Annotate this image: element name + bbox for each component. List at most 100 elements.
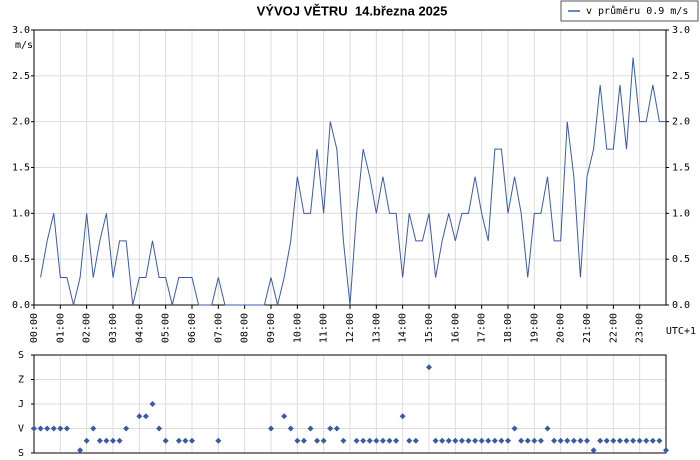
x-tick-label: 03:00	[108, 313, 119, 343]
x-tick-label: 04:00	[134, 313, 145, 343]
data-point	[630, 437, 637, 444]
data-point	[307, 425, 314, 432]
y-tick-label: 0.5	[12, 254, 30, 265]
x-tick-label: 05:00	[161, 313, 172, 343]
y-axis-label: m/s	[15, 40, 33, 51]
y-tick-label: Z	[18, 375, 24, 386]
data-point	[445, 437, 452, 444]
data-point	[110, 437, 116, 444]
y-tick-label: 2.5	[12, 71, 30, 82]
data-point	[116, 437, 123, 444]
data-point	[215, 437, 222, 444]
data-point	[287, 425, 294, 432]
y2-tick-label: 1.0	[672, 208, 690, 219]
data-point	[478, 437, 485, 444]
x-tick-label: 20:00	[556, 313, 567, 343]
data-point	[623, 437, 630, 444]
data-point	[458, 437, 465, 444]
x-tick-label: 22:00	[608, 313, 619, 343]
data-line	[40, 57, 666, 306]
data-point	[63, 425, 70, 432]
data-point	[643, 437, 650, 444]
data-point	[636, 437, 643, 444]
data-point	[485, 437, 492, 444]
data-point	[300, 437, 307, 444]
data-point	[590, 447, 597, 454]
data-point	[603, 437, 610, 444]
y-tick-label: 1.0	[12, 208, 30, 219]
y-tick-label: 3.0	[12, 25, 30, 36]
x-tick-label: 08:00	[240, 313, 251, 343]
x-tick-label: 01:00	[55, 313, 66, 343]
data-point	[156, 425, 163, 432]
data-point	[386, 437, 393, 444]
data-point	[432, 437, 439, 444]
y-tick-label: V	[18, 424, 24, 435]
data-point	[544, 425, 551, 432]
data-point	[412, 437, 419, 444]
data-point	[320, 437, 327, 444]
data-point	[37, 425, 44, 432]
data-point	[333, 425, 340, 432]
x-tick-label: 12:00	[345, 313, 356, 343]
data-point	[189, 437, 195, 444]
data-point	[123, 425, 130, 432]
data-point	[50, 425, 57, 432]
x-tick-label: 14:00	[398, 313, 409, 343]
x-tick-label: 17:00	[477, 313, 488, 343]
y2-tick-label: 2.5	[672, 71, 690, 82]
data-point	[452, 437, 459, 444]
data-point	[584, 437, 590, 444]
y-tick-label: 1.5	[12, 163, 30, 174]
data-point	[44, 425, 51, 432]
data-point	[175, 437, 182, 444]
data-point	[90, 425, 97, 432]
y-tick-label: 2.0	[12, 117, 30, 128]
x-tick-label: 21:00	[582, 313, 593, 343]
x-tick-label: 09:00	[266, 313, 277, 343]
data-point	[103, 437, 110, 444]
data-point	[557, 437, 564, 444]
data-point	[162, 437, 169, 444]
data-point	[426, 364, 432, 371]
data-point	[294, 437, 301, 444]
data-point	[182, 437, 189, 444]
data-point	[649, 437, 656, 444]
data-point	[57, 425, 64, 432]
x-tick-label: 15:00	[424, 313, 435, 343]
data-point	[373, 437, 380, 444]
y-tick-label: J	[18, 399, 24, 410]
data-point	[281, 413, 288, 420]
x-tick-label: 16:00	[450, 313, 461, 343]
data-point	[524, 437, 531, 444]
data-point	[314, 437, 321, 444]
data-point	[531, 437, 538, 444]
x-tick-label: 23:00	[635, 313, 646, 343]
data-point	[77, 447, 84, 454]
data-point	[511, 425, 518, 432]
data-point	[340, 437, 347, 444]
x-tick-label: 07:00	[213, 313, 224, 343]
x-axis-label: UTC+1	[666, 326, 696, 337]
data-point	[393, 437, 400, 444]
data-point	[96, 437, 103, 444]
data-point	[570, 437, 577, 444]
x-tick-label: 13:00	[371, 313, 382, 343]
legend-label: v průměru 0.9 m/s	[586, 5, 688, 17]
data-point	[551, 437, 558, 444]
data-point	[505, 437, 511, 444]
data-point	[327, 425, 334, 432]
x-tick-label: 00:00	[29, 313, 40, 343]
x-tick-label: 18:00	[503, 313, 514, 343]
y2-tick-label: 3.0	[672, 25, 690, 36]
data-point	[518, 437, 525, 444]
data-point	[366, 437, 373, 444]
data-point	[597, 437, 604, 444]
y2-tick-label: 2.0	[672, 117, 690, 128]
data-point	[379, 437, 386, 444]
data-point	[360, 437, 367, 444]
data-point	[465, 437, 472, 444]
chart-title: VÝVOJ VĚTRU 14.března 2025	[257, 3, 448, 18]
x-tick-label: 10:00	[292, 313, 303, 343]
x-tick-label: 06:00	[187, 313, 198, 343]
